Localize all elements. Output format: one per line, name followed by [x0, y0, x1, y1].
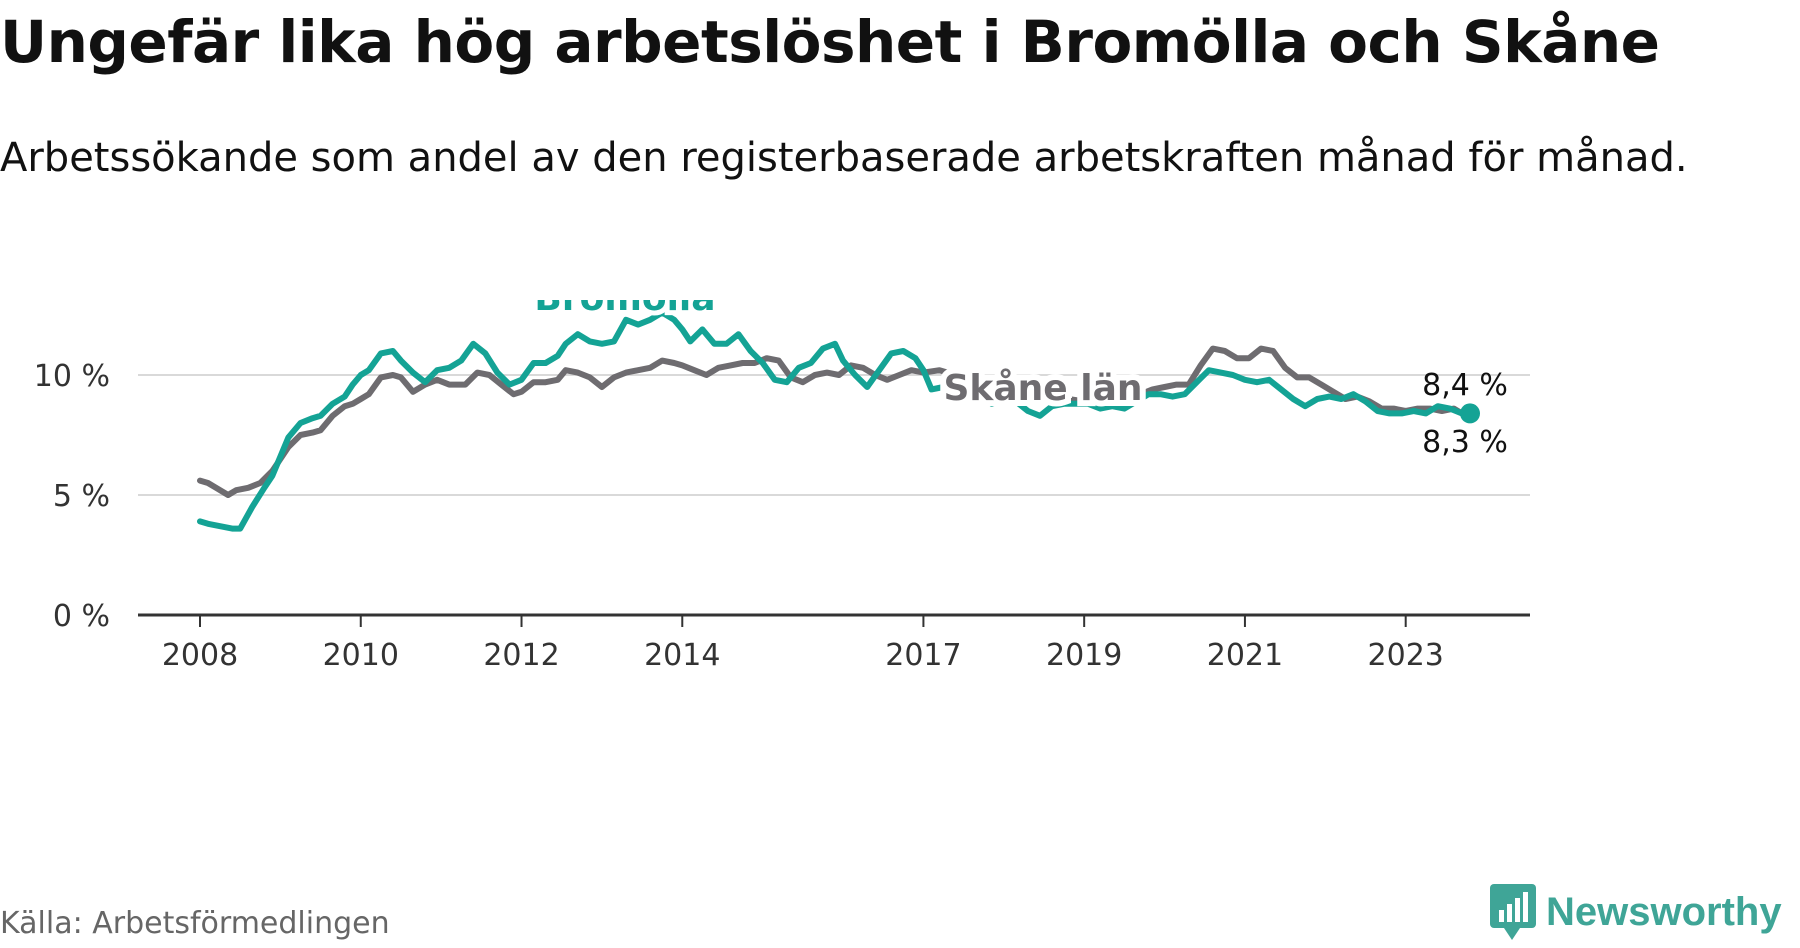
x-tick-label: 2010 — [323, 638, 399, 673]
x-tick-label: 2014 — [644, 638, 720, 673]
series-layer — [197, 309, 1480, 532]
x-axis: 2008 2010 2012 2014 2017 2019 2021 2023 — [138, 613, 1530, 673]
y-tick-label: 0 % — [53, 599, 110, 634]
chart-subtitle: Arbetssökande som andel av den registerb… — [0, 135, 1688, 181]
end-value-label-skane: 8,3 % — [1422, 425, 1508, 460]
end-value-label-bromolla: 8,4 % — [1422, 368, 1508, 403]
brand-logo: Newsworthy — [1490, 884, 1782, 940]
x-tick-label: 2012 — [483, 638, 559, 673]
series-line-skane — [197, 345, 1473, 498]
series-label-bromolla: Bromölla — [534, 300, 715, 319]
y-tick-label: 10 % — [34, 359, 110, 394]
x-tick-label: 2023 — [1368, 638, 1444, 673]
series-line-bromolla — [197, 309, 1473, 532]
x-tick-label: 2017 — [885, 638, 961, 673]
chart-title: Ungefär lika hög arbetslöshet i Bromölla… — [0, 8, 1660, 76]
brand-name: Newsworthy — [1546, 889, 1782, 934]
x-tick-label: 2019 — [1046, 638, 1122, 673]
source-note: Källa: Arbetsförmedlingen — [0, 906, 390, 941]
y-axis-labels: 0 % 5 % 10 % — [34, 359, 110, 634]
newsworthy-logo-icon — [1490, 884, 1536, 940]
y-tick-label: 5 % — [53, 479, 110, 514]
series-label-skane: Skåne län — [943, 368, 1142, 409]
x-tick-label: 2021 — [1207, 638, 1283, 673]
line-chart: 2008 2010 2012 2014 2017 2019 2021 2023 0 % 5 % 1… — [34, 300, 1530, 673]
x-tick-label: 2008 — [162, 638, 238, 673]
end-point-marker-bromolla — [1460, 403, 1480, 424]
